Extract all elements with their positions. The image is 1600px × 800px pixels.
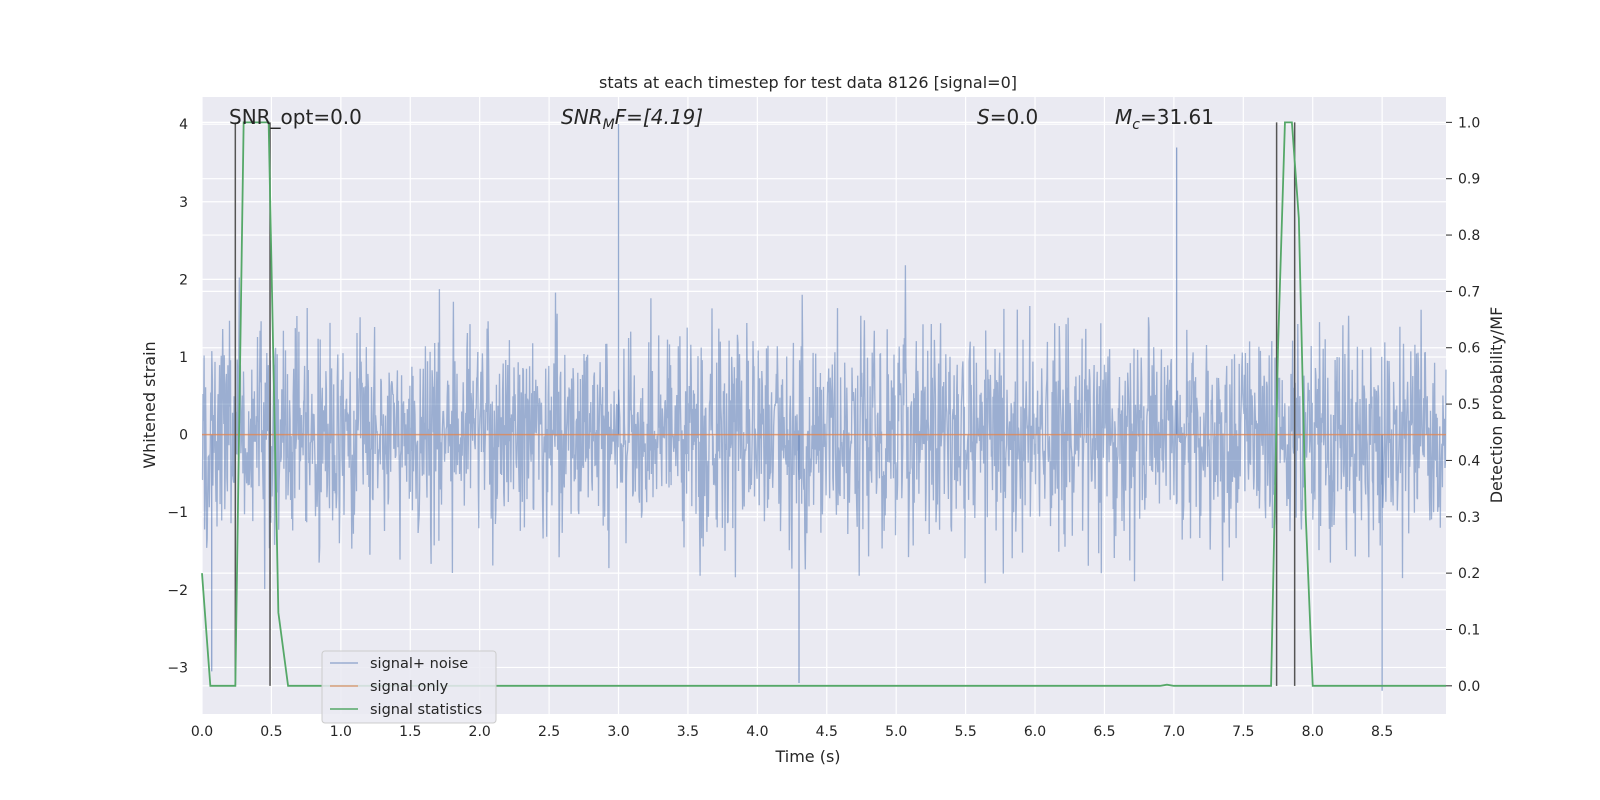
signal-statistics-line <box>201 121 1446 687</box>
left-tick-label: 4 <box>179 117 188 133</box>
left-tick-label: 0 <box>179 428 188 444</box>
annotation-mc: Mc=31.61 <box>1115 105 1214 133</box>
x-tick-label: 2.0 <box>469 724 491 740</box>
legend-label-signal-statistics: signal statistics <box>370 702 482 718</box>
legend-box <box>321 650 497 724</box>
chart-title: stats at each timestep for test data 812… <box>599 73 1017 92</box>
annotation-snr-mf: SNRMF=[4.19] <box>561 105 703 133</box>
right-tick-label: 1.0 <box>1458 115 1480 131</box>
signal-noise-line <box>201 265 1447 590</box>
x-tick-label: 4.5 <box>816 724 838 740</box>
right-tick-label: 0.2 <box>1458 566 1480 582</box>
right-tick-label: 0.9 <box>1458 172 1480 188</box>
right-tick-label: 0.1 <box>1458 622 1480 638</box>
x-tick-label: 0.0 <box>191 724 213 740</box>
signal-statistics-series <box>201 121 1446 687</box>
right-axis-ticks: 0.0 0.1 0.2 0.3 0.4 0.5 0.6 0.7 0.8 0.9 1.0 <box>1446 115 1480 695</box>
left-tick-label: −3 <box>167 660 188 676</box>
right-tick-label: 0.7 <box>1458 284 1480 300</box>
left-axis-title: Whitened strain <box>140 341 159 468</box>
x-axis-title: Time (s) <box>774 747 840 766</box>
right-tick-label: 0.3 <box>1458 510 1480 526</box>
annotation-s: S=0.0 <box>977 105 1038 129</box>
signal-noise-series <box>201 124 1447 691</box>
x-tick-label: 6.5 <box>1093 724 1115 740</box>
legend-label-signal-only: signal only <box>370 679 449 695</box>
x-tick-label: 3.0 <box>607 724 629 740</box>
x-tick-label: 7.5 <box>1232 724 1254 740</box>
x-tick-label: 1.5 <box>399 724 421 740</box>
left-tick-label: 2 <box>179 272 188 288</box>
right-tick-label: 0.4 <box>1458 453 1480 469</box>
left-tick-label: −1 <box>167 505 188 521</box>
x-tick-label: 5.0 <box>885 724 907 740</box>
left-tick-label: −2 <box>167 583 188 599</box>
right-tick-label: 0.8 <box>1458 228 1480 244</box>
x-tick-label: 3.5 <box>677 724 699 740</box>
annotation-snr-opt: SNR_opt=0.0 <box>229 105 362 129</box>
right-tick-label: 0.5 <box>1458 397 1480 413</box>
legend: signal+ noise signal only signal statist… <box>321 650 497 724</box>
right-tick-label: 0.6 <box>1458 341 1480 357</box>
x-tick-label: 8.5 <box>1371 724 1393 740</box>
x-tick-label: 6.0 <box>1024 724 1046 740</box>
x-tick-label: 2.5 <box>538 724 560 740</box>
x-tick-label: 0.5 <box>260 724 282 740</box>
left-tick-label: 3 <box>179 195 188 211</box>
left-tick-label: 1 <box>179 350 188 366</box>
x-tick-label: 1.0 <box>330 724 352 740</box>
x-axis-ticks: 0.0 0.5 1.0 1.5 2.0 2.5 3.0 3.5 4.0 4.5 5.0 5.5 6.0 6… <box>191 724 1393 740</box>
right-axis-title: Detection probability/MF <box>1487 307 1506 504</box>
x-tick-label: 4.0 <box>746 724 768 740</box>
right-tick-label: 0.0 <box>1458 679 1480 695</box>
x-tick-label: 5.5 <box>954 724 976 740</box>
x-tick-label: 8.0 <box>1302 724 1324 740</box>
left-axis-ticks: −3 −2 −1 0 1 2 3 4 <box>167 117 188 676</box>
x-tick-label: 7.0 <box>1163 724 1185 740</box>
legend-label-signal-noise: signal+ noise <box>370 656 468 672</box>
